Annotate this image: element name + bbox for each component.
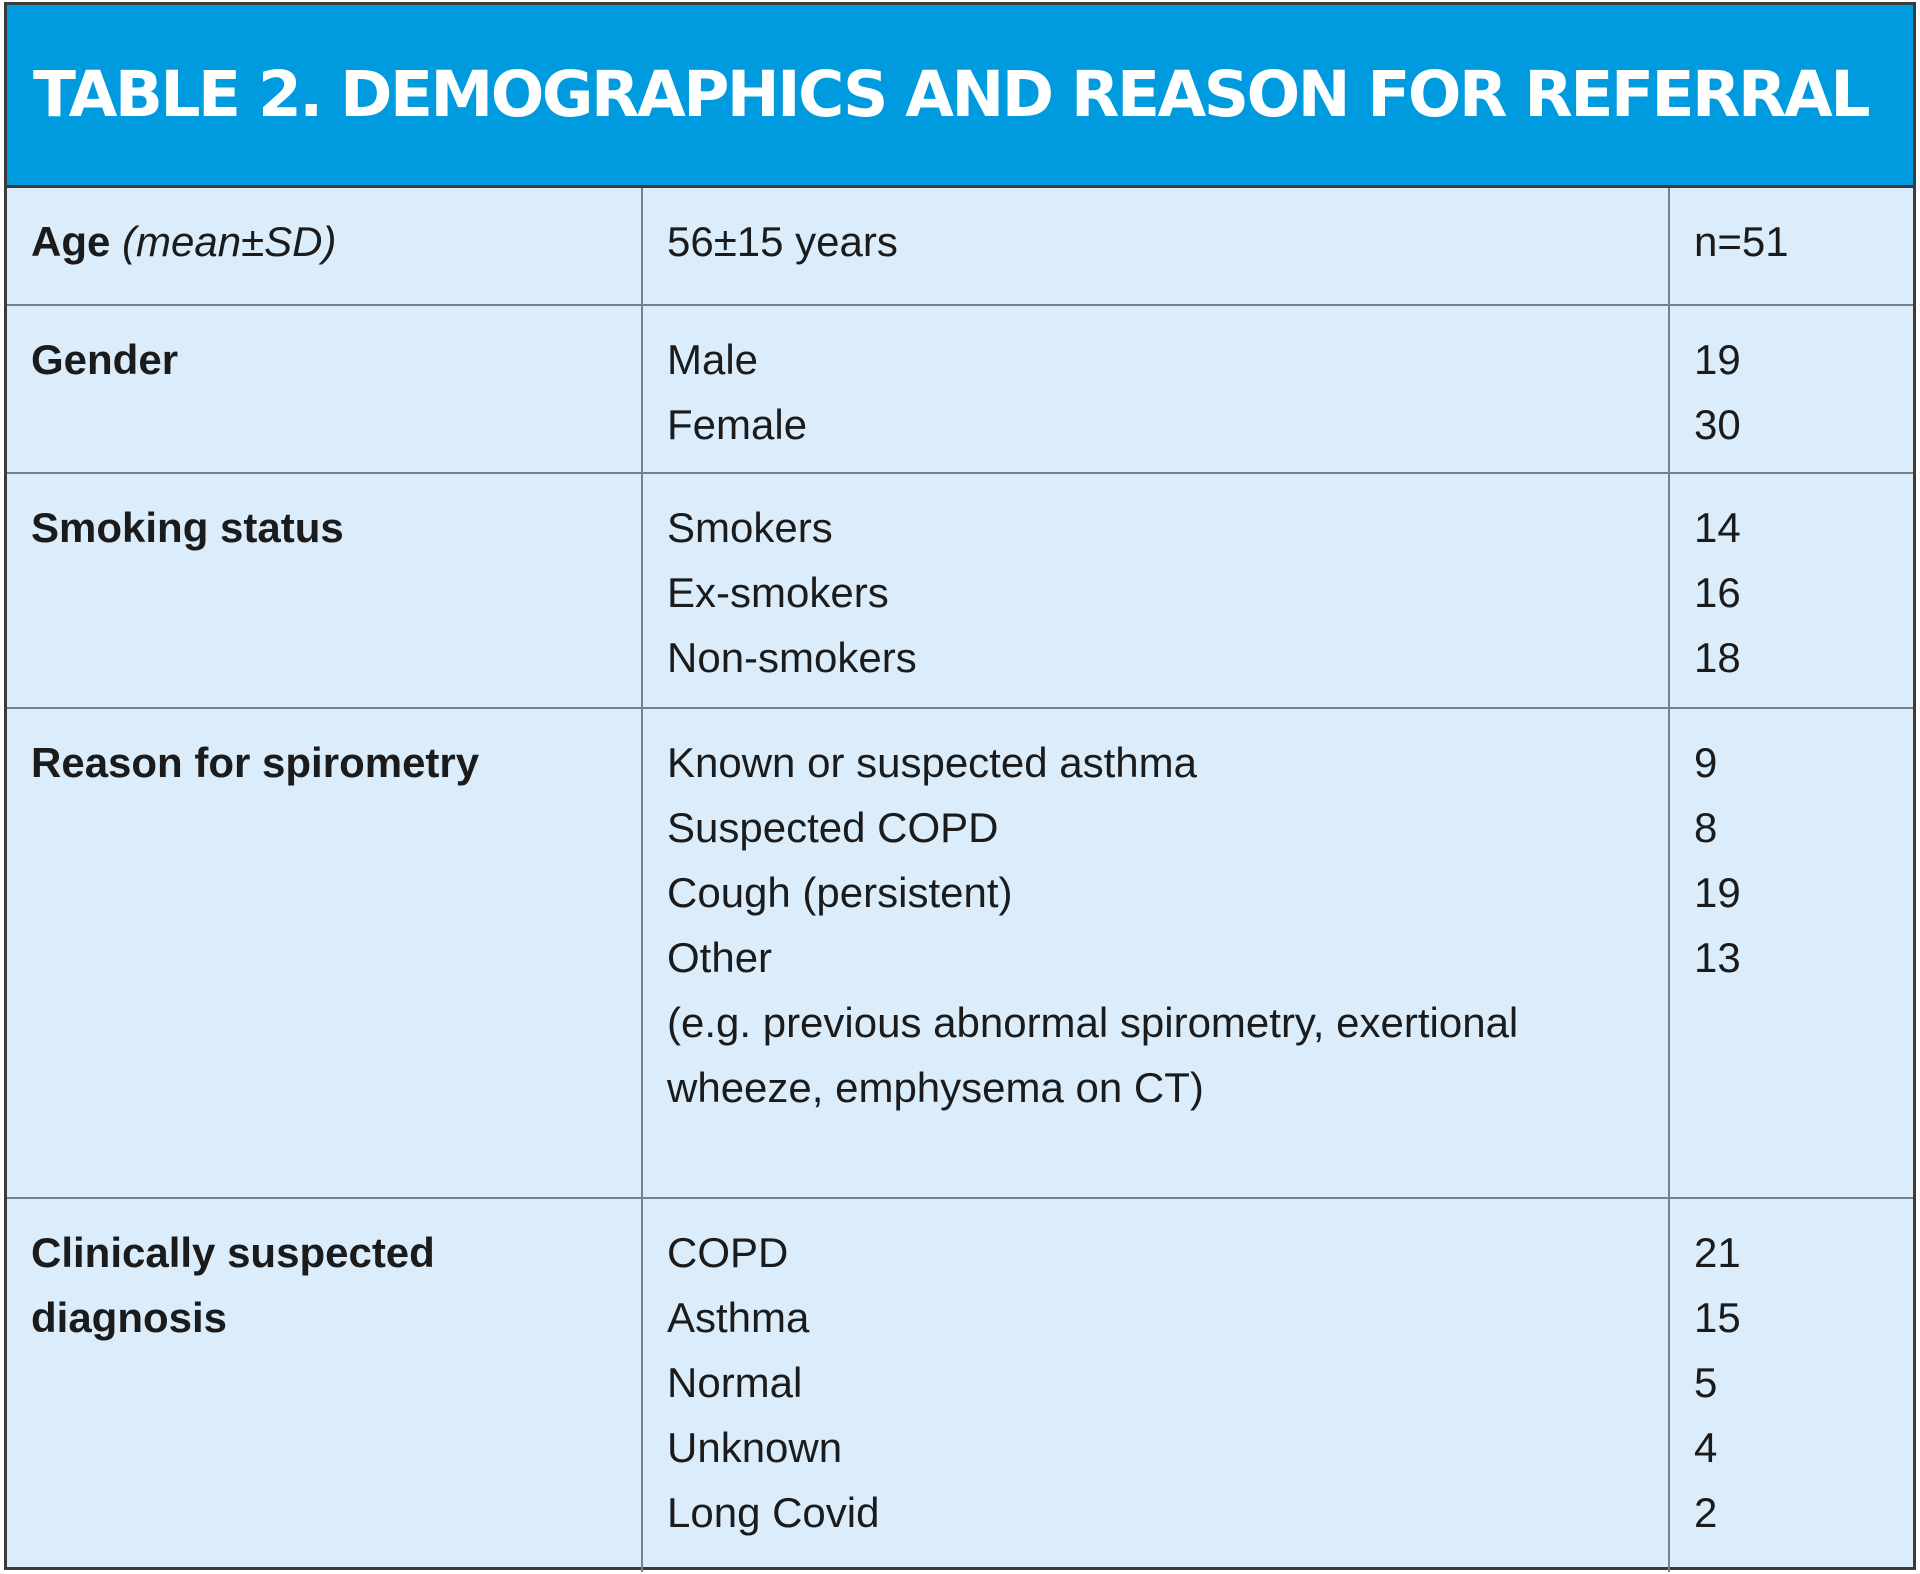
age-label-suffix: (mean±SD): [122, 218, 337, 265]
count-asthma: 15: [1694, 1294, 1741, 1341]
row-label-smoking-status: Smoking status: [31, 504, 344, 551]
item-other: Other: [667, 934, 773, 981]
count-female: 30: [1694, 401, 1741, 448]
item-normal: Normal: [667, 1359, 803, 1406]
item-male: Male: [667, 336, 759, 383]
count-other: 13: [1694, 934, 1741, 981]
table-row-clinical-diagnosis: Clinically suspected diagnosis COPD Asth…: [7, 1197, 1913, 1572]
table-title: TABLE 2. DEMOGRAPHICS AND REASON FOR REF…: [33, 58, 1870, 131]
table-row-age: Age (mean±SD) 56±15 years n=51: [7, 188, 1913, 306]
item-long-covid: Long Covid: [667, 1489, 880, 1536]
count-unknown: 4: [1694, 1424, 1718, 1471]
count-copd: 21: [1694, 1229, 1741, 1276]
count-male: 19: [1694, 336, 1741, 383]
table-row-gender: Gender Male Female 19 30: [7, 304, 1913, 474]
item-age-value: 56±15 years: [667, 218, 898, 265]
item-copd: COPD: [667, 1229, 789, 1276]
count-non-smokers: 18: [1694, 634, 1741, 681]
row-label-reason-for-spirometry: Reason for spirometry: [31, 739, 480, 786]
item-asthma-reason: Known or suspected asthma: [667, 739, 1197, 786]
count-long-covid: 2: [1694, 1489, 1718, 1536]
count-suspected-copd: 8: [1694, 804, 1718, 851]
age-label: Age: [31, 218, 111, 265]
count-normal: 5: [1694, 1359, 1718, 1406]
table-body: Age (mean±SD) 56±15 years n=51 Gender: [7, 188, 1913, 1572]
table-title-bar: TABLE 2. DEMOGRAPHICS AND REASON FOR REF…: [7, 5, 1913, 188]
item-asthma: Asthma: [667, 1294, 810, 1341]
item-smokers: Smokers: [667, 504, 833, 551]
row-label-age: Age (mean±SD): [7, 188, 641, 274]
item-non-smokers: Non-smokers: [667, 634, 917, 681]
item-ex-smokers: Ex-smokers: [667, 569, 889, 616]
row-label-gender: Gender: [31, 336, 179, 383]
demographics-table: TABLE 2. DEMOGRAPHICS AND REASON FOR REF…: [4, 2, 1916, 1572]
item-female: Female: [667, 401, 808, 448]
count-smokers: 14: [1694, 504, 1741, 551]
count-asthma-reason: 9: [1694, 739, 1718, 786]
count-cough: 19: [1694, 869, 1741, 916]
item-suspected-copd: Suspected COPD: [667, 804, 999, 851]
item-unknown: Unknown: [667, 1424, 843, 1471]
count-age-n: n=51: [1694, 218, 1789, 265]
item-cough: Cough (persistent): [667, 869, 1013, 916]
row-label-clinical-diagnosis: Clinically suspected diagnosis: [31, 1229, 435, 1341]
count-ex-smokers: 16: [1694, 569, 1741, 616]
item-other-note: (e.g. previous abnormal spirometry, exer…: [667, 999, 1519, 1111]
table-row-reason-for-spirometry: Reason for spirometry Known or suspected…: [7, 707, 1913, 1199]
table-row-smoking-status: Smoking status Smokers Ex-smokers Non-sm…: [7, 472, 1913, 709]
